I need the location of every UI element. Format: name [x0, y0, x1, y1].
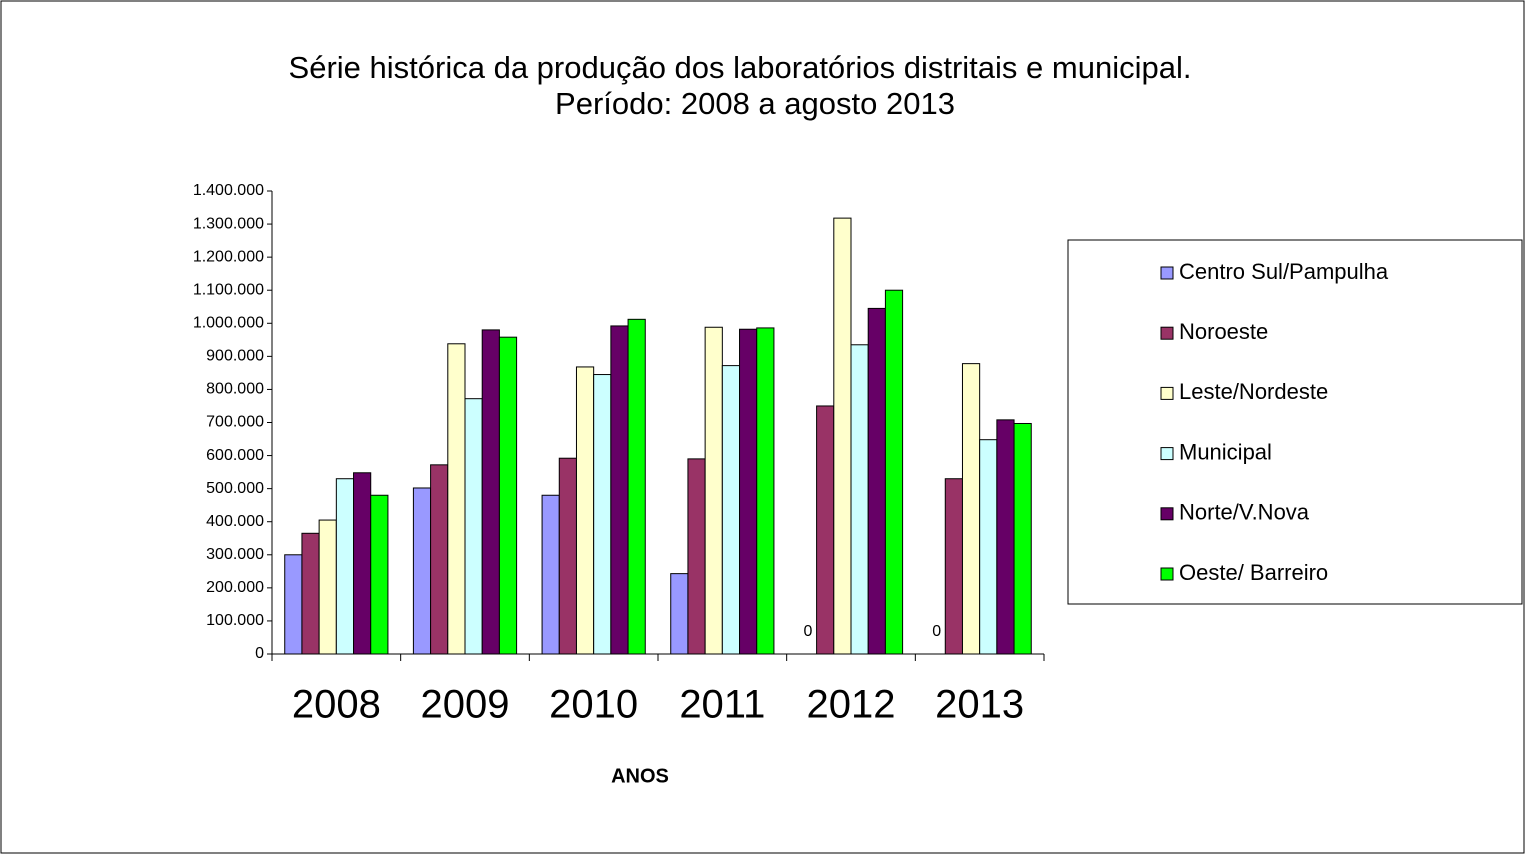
bar	[867, 307, 886, 655]
legend-label: Municipal	[1179, 439, 1272, 464]
x-tick-label: 2013	[935, 683, 1024, 727]
y-tick-label: 200.000	[206, 579, 264, 596]
y-tick-label: 1.300.000	[193, 215, 264, 232]
bar	[961, 363, 981, 655]
chart-title: Série histórica da produção dos laborató…	[289, 50, 1192, 85]
bar	[610, 325, 629, 655]
legend-swatch	[1160, 507, 1174, 521]
legend-label: Leste/Nordeste	[1179, 379, 1328, 404]
bar	[558, 457, 577, 655]
bar	[850, 344, 869, 655]
bar	[318, 519, 337, 655]
bar	[481, 329, 500, 655]
legend-swatch	[1160, 386, 1174, 400]
legend-label: Centro Sul/Pampulha	[1179, 259, 1389, 284]
bar	[370, 494, 389, 655]
bar	[284, 554, 303, 655]
y-tick-label: 1.100.000	[193, 281, 264, 298]
y-tick-label: 300.000	[206, 546, 264, 563]
bar	[816, 405, 835, 655]
x-tick-label: 2009	[421, 683, 510, 727]
legend-label: Noroeste	[1179, 319, 1268, 344]
legend-label: Norte/V.Nova	[1179, 500, 1310, 525]
y-tick-label: 1.400.000	[193, 182, 264, 199]
bar	[335, 478, 355, 655]
bar	[1013, 422, 1032, 655]
bar	[739, 328, 758, 655]
bar	[884, 289, 904, 655]
legend-swatch	[1160, 567, 1174, 581]
y-tick-label: 700.000	[206, 414, 264, 431]
bar	[833, 217, 852, 655]
bar	[996, 419, 1015, 655]
x-tick-label: 2010	[549, 683, 638, 727]
y-tick-label: 0	[255, 645, 264, 662]
bar	[756, 327, 775, 655]
y-tick-label: 1.000.000	[193, 315, 264, 332]
x-axis-label: ANOS	[611, 765, 669, 787]
data-label: 0	[932, 623, 941, 640]
legend-swatch	[1160, 266, 1174, 280]
bar	[575, 366, 595, 655]
bar	[979, 439, 998, 655]
y-tick-label: 600.000	[206, 447, 264, 464]
bar	[301, 532, 320, 655]
x-tick-label: 2012	[807, 683, 896, 727]
bar	[353, 472, 372, 655]
legend-swatch	[1160, 447, 1174, 461]
y-tick-label: 900.000	[206, 348, 264, 365]
chart-subtitle: Período: 2008 a agosto 2013	[555, 86, 955, 121]
bar	[498, 336, 518, 655]
legend-box	[1067, 239, 1523, 605]
bar	[430, 464, 449, 655]
y-tick-label: 100.000	[206, 612, 264, 629]
x-tick-label: 2008	[292, 683, 381, 727]
bar	[412, 487, 432, 655]
legend-label: Oeste/ Barreiro	[1179, 560, 1328, 585]
bar	[464, 398, 483, 655]
x-tick-label: 2011	[679, 683, 765, 727]
bar	[627, 318, 646, 655]
legend-swatch	[1160, 326, 1174, 340]
bar	[944, 478, 963, 655]
y-tick-label: 400.000	[206, 513, 264, 530]
bar	[541, 494, 560, 655]
bar	[670, 573, 689, 655]
bar	[704, 326, 723, 655]
bar	[721, 365, 741, 655]
y-tick-label: 1.200.000	[193, 248, 264, 265]
bar	[687, 458, 706, 655]
bar	[593, 374, 612, 655]
y-tick-label: 500.000	[206, 480, 264, 497]
data-label: 0	[804, 623, 813, 640]
bar	[447, 343, 466, 655]
y-tick-label: 800.000	[206, 381, 264, 398]
